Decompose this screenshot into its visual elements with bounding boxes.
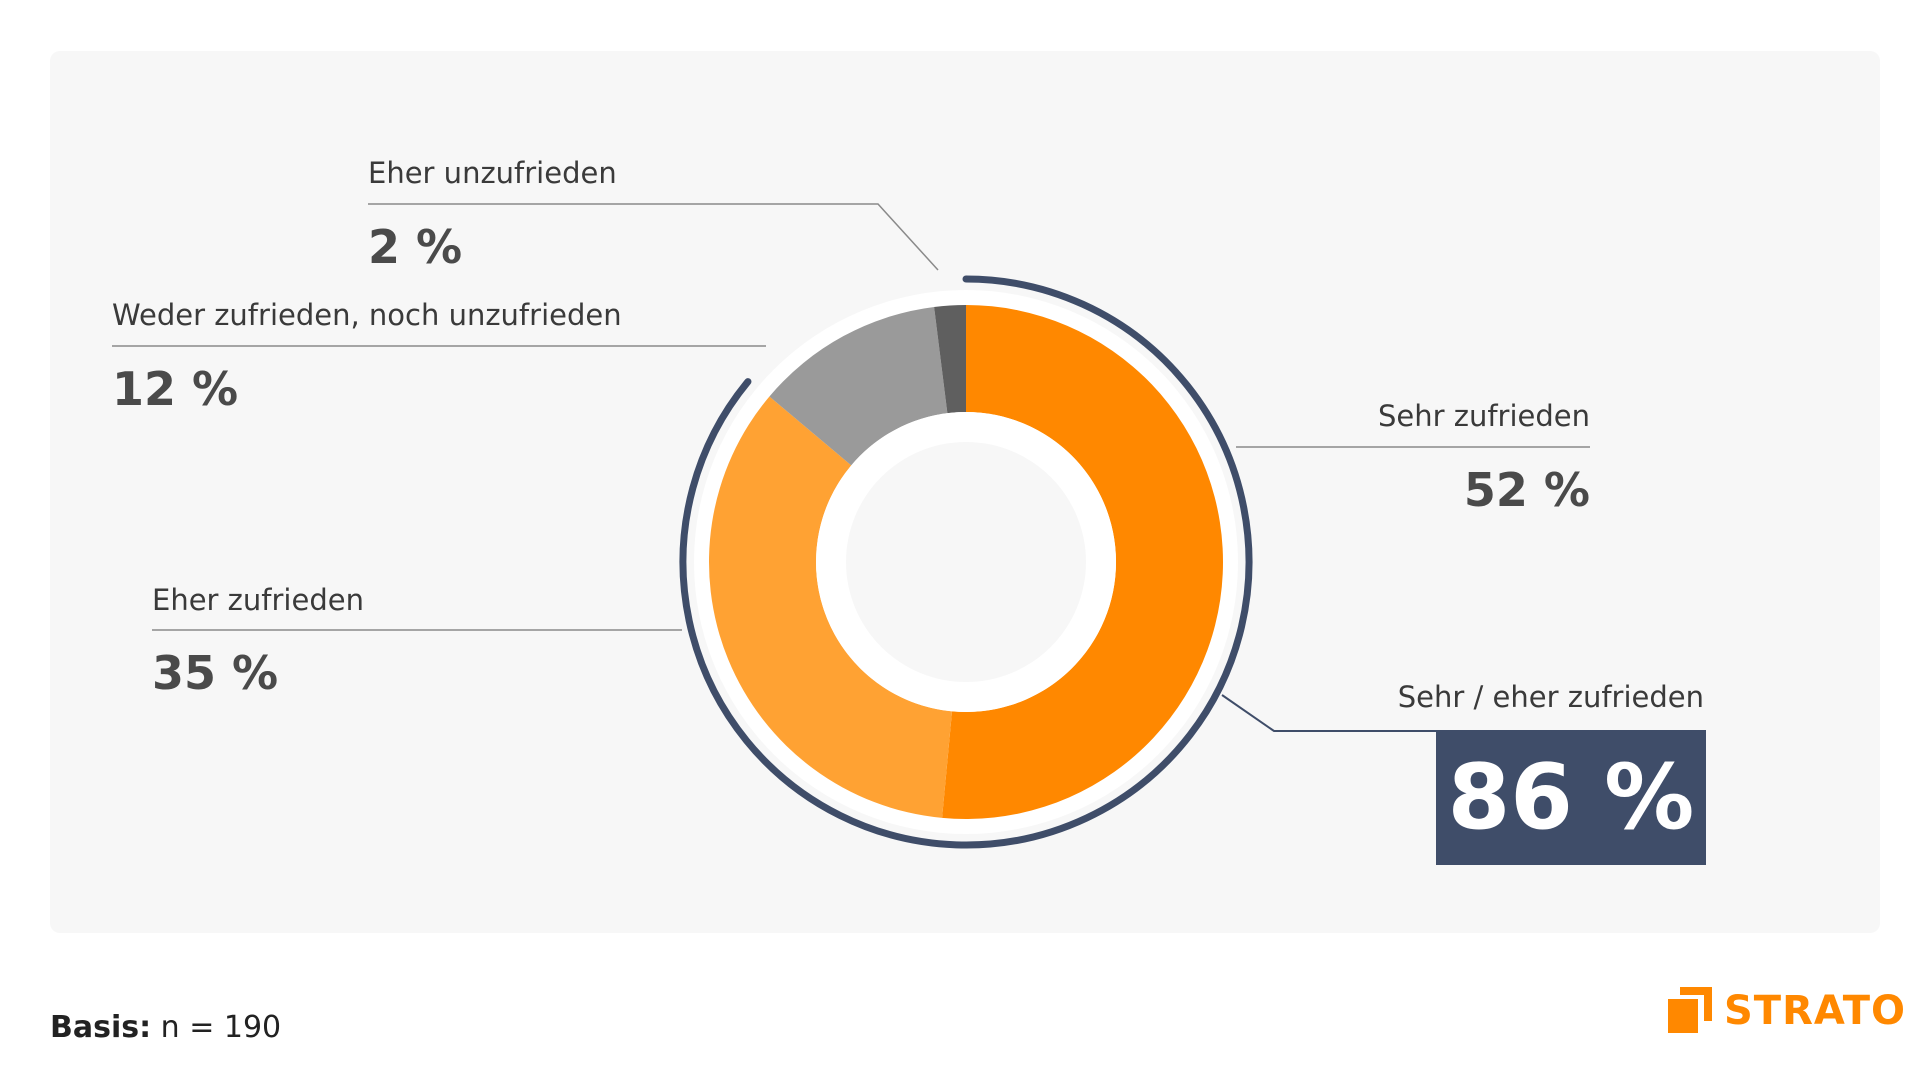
label-summary: Sehr / eher zufrieden [1397, 680, 1704, 714]
donut-center [846, 442, 1086, 682]
strato-logo-icon [1668, 987, 1712, 1033]
strato-logo: STRATO [1668, 985, 1905, 1037]
label-sehr-zufrieden: Sehr zufrieden [1377, 399, 1590, 433]
slice-0 [942, 305, 1224, 820]
label-eher-unzufrieden: Eher unzufrieden [368, 156, 617, 190]
value-weder: 12 % [112, 362, 239, 416]
label-weder: Weder zufrieden, noch unzufrieden [112, 298, 622, 332]
slice-1 [709, 396, 953, 818]
slice-2 [769, 306, 948, 466]
leader-eher-unzufrieden [368, 203, 939, 271]
summary-arc [679, 275, 1253, 849]
label-eher-zufrieden: Eher zufrieden [152, 583, 364, 617]
summary-value-box: 86 % [1436, 731, 1706, 865]
slice-3 [934, 305, 966, 414]
strato-logo-text: STRATO [1724, 988, 1907, 1034]
value-eher-unzufrieden: 2 % [368, 220, 463, 274]
value-eher-zufrieden: 35 % [152, 646, 279, 700]
basis-label: Basis: [50, 1010, 152, 1045]
basis-note: Basis: n = 190 [50, 1010, 281, 1045]
basis-value: n = 190 [160, 1010, 282, 1045]
summary-value: 86 % [1447, 745, 1695, 850]
value-sehr-zufrieden: 52 % [1463, 463, 1590, 517]
